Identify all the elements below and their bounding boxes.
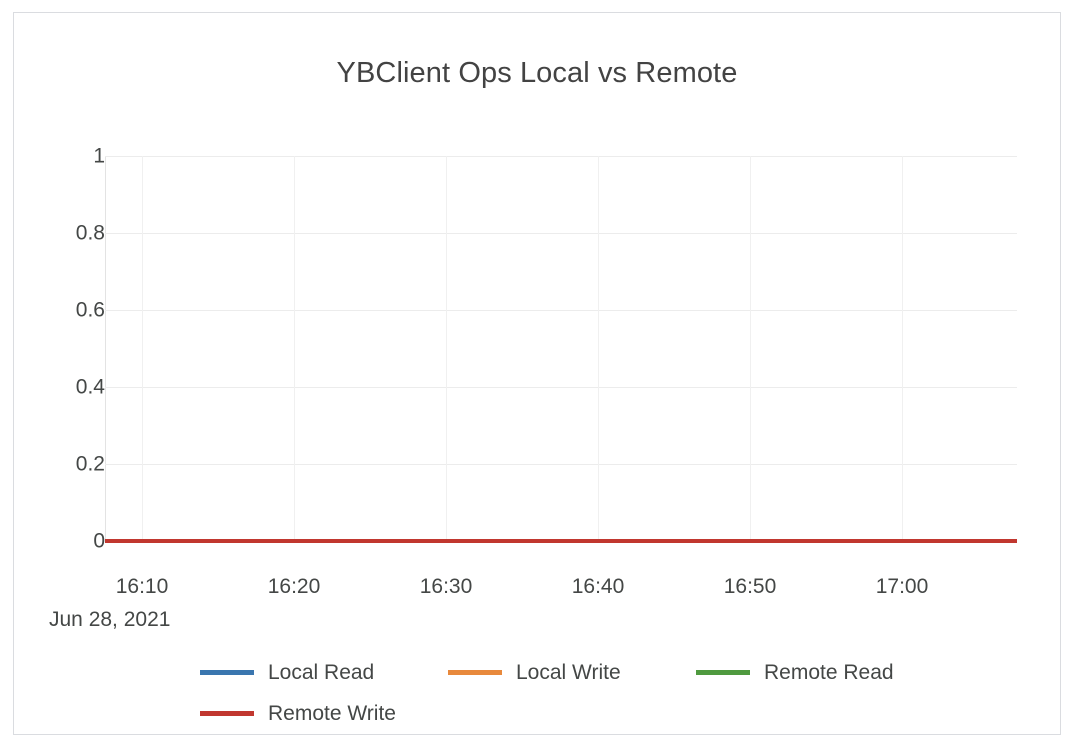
legend-label: Local Write [516,660,621,684]
x-gridline [446,156,447,541]
x-tick-label: 16:20 [267,575,321,598]
chart-card: YBClient Ops Local vs Remote 1 0.8 0.6 0.4 0… [13,12,1061,735]
x-tick-label: 16:50 [723,575,777,598]
x-tick-label: 16:40 [571,575,625,598]
x-tick-label: 16:10 [115,575,169,598]
plot-area [105,156,1017,543]
y-tick-label: 0.6 [75,298,105,322]
x-tick-label: 16:30 [419,575,473,598]
legend-item[interactable]: Remote Read [696,653,894,691]
x-tick-label: 17:00 [875,575,929,598]
y-tick-label: 1 [93,144,105,168]
chart-title: YBClient Ops Local vs Remote [336,57,738,89]
legend-label: Remote Read [764,660,894,684]
legend-color-swatch [200,710,254,716]
legend-item[interactable]: Local Read [200,653,374,691]
legend-item[interactable]: Remote Write [200,694,396,732]
x-gridline [598,156,599,541]
y-gridline [105,387,1017,388]
legend-label: Local Read [268,660,375,684]
y-gridline [105,233,1017,234]
series-line-remote-write [105,539,1017,543]
y-tick-label: 0.8 [75,221,105,245]
legend-color-swatch [200,669,254,675]
x-gridline [750,156,751,541]
legend-label: Remote Write [268,701,396,725]
y-tick-label: 0.2 [75,452,105,476]
x-axis-tick-labels: 16:10 16:20 16:30 16:40 16:50 17:00 [105,576,1017,606]
x-gridline [294,156,295,541]
y-gridline [105,310,1017,311]
x-axis-date-label: Jun 28, 2021 [49,608,171,631]
y-axis-tick-labels: 1 0.8 0.6 0.4 0.2 0 [25,146,105,552]
y-tick-label: 0.4 [75,375,105,399]
y-gridline [105,464,1017,465]
legend-item[interactable]: Local Write [448,653,621,691]
x-gridline [142,156,143,541]
legend-color-swatch [448,669,502,675]
y-axis-line [105,156,106,542]
x-gridline [902,156,903,541]
y-tick-label: 0 [93,529,105,553]
y-gridline [105,156,1017,157]
legend-color-swatch [696,669,750,675]
